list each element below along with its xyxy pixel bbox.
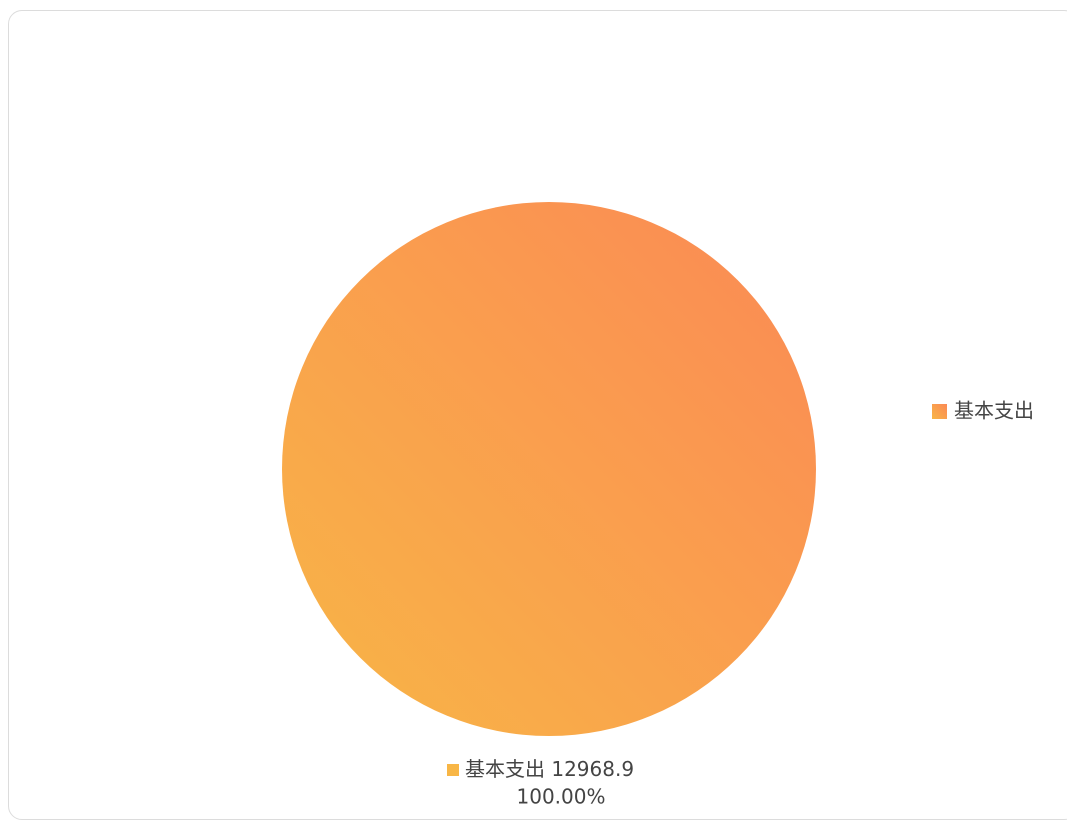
legend-marker[interactable] bbox=[932, 404, 947, 419]
pie-slice bbox=[282, 202, 816, 736]
legend-label[interactable]: 基本支出 bbox=[954, 399, 1034, 423]
label-marker bbox=[447, 764, 459, 776]
data-label: 基本支出 12968.9 bbox=[465, 757, 634, 781]
label-category: 基本支出 bbox=[465, 757, 545, 781]
percent-label: 100.00% bbox=[517, 785, 606, 808]
label-value: 12968.9 bbox=[551, 757, 634, 781]
